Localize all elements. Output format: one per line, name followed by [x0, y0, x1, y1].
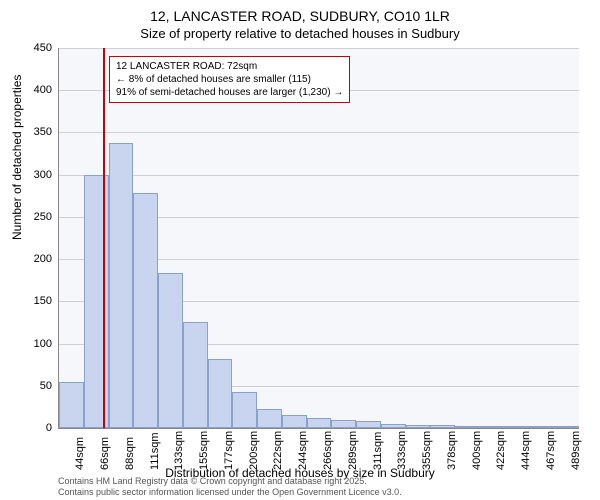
y-tick-label: 250	[34, 211, 52, 223]
x-tick-label: 266sqm	[322, 431, 334, 470]
y-tick-label: 150	[34, 295, 52, 307]
x-tick-label: 489sqm	[570, 431, 582, 470]
x-axis-ticks: 44sqm66sqm88sqm111sqm133sqm155sqm177sqm2…	[58, 430, 578, 470]
x-tick-label: 400sqm	[471, 431, 483, 470]
grid-line	[59, 48, 579, 49]
x-tick-label: 467sqm	[545, 431, 557, 470]
y-tick-label: 0	[46, 422, 52, 434]
x-tick-label: 311sqm	[372, 432, 384, 470]
x-tick-label: 155sqm	[198, 431, 210, 470]
histogram-bar	[183, 322, 208, 428]
annotation-line1: 12 LANCASTER ROAD: 72sqm	[116, 60, 343, 73]
histogram-bar	[307, 418, 332, 428]
chart-subtitle: Size of property relative to detached ho…	[0, 26, 600, 41]
x-tick-label: 378sqm	[446, 431, 458, 470]
y-axis-ticks: 050100150200250300350400450	[0, 48, 56, 428]
histogram-bar	[381, 424, 406, 428]
x-tick-label: 200sqm	[248, 431, 260, 470]
grid-line	[59, 132, 579, 133]
x-tick-label: 111sqm	[149, 432, 161, 470]
x-tick-label: 333sqm	[396, 431, 408, 470]
histogram-bar	[430, 425, 455, 428]
histogram-bar	[554, 426, 579, 428]
x-tick-label: 422sqm	[495, 431, 507, 470]
y-tick-label: 300	[34, 169, 52, 181]
annotation-line3: 91% of semi-detached houses are larger (…	[116, 86, 343, 99]
y-tick-label: 50	[40, 380, 52, 392]
x-tick-label: 177sqm	[223, 431, 235, 470]
x-tick-label: 444sqm	[520, 431, 532, 470]
x-tick-label: 133sqm	[173, 431, 185, 470]
histogram-bar	[505, 426, 530, 428]
histogram-bar	[282, 415, 307, 428]
histogram-bar	[529, 426, 554, 428]
y-tick-label: 100	[34, 338, 52, 350]
grid-line	[59, 175, 579, 176]
histogram-bar	[59, 382, 84, 428]
histogram-bar	[480, 426, 505, 428]
histogram-bar	[257, 409, 282, 428]
plot-area: 12 LANCASTER ROAD: 72sqm ← 8% of detache…	[58, 48, 579, 429]
y-tick-label: 350	[34, 126, 52, 138]
histogram-bar	[455, 426, 480, 428]
reference-line	[103, 48, 105, 428]
histogram-bar	[356, 421, 381, 428]
footnote-line1: Contains HM Land Registry data © Crown c…	[58, 476, 402, 487]
y-tick-label: 200	[34, 253, 52, 265]
histogram-bar	[232, 392, 257, 428]
histogram-bar	[109, 143, 134, 428]
y-tick-label: 400	[34, 84, 52, 96]
histogram-bar	[133, 193, 158, 428]
y-tick-label: 450	[34, 42, 52, 54]
footnote-line2: Contains public sector information licen…	[58, 487, 402, 498]
chart-title: 12, LANCASTER ROAD, SUDBURY, CO10 1LR	[0, 8, 600, 24]
annotation-box: 12 LANCASTER ROAD: 72sqm ← 8% of detache…	[109, 56, 350, 103]
x-tick-label: 244sqm	[297, 431, 309, 470]
histogram-bar	[208, 359, 233, 428]
chart-container: 12, LANCASTER ROAD, SUDBURY, CO10 1LR Si…	[0, 0, 600, 500]
x-tick-label: 289sqm	[347, 431, 359, 470]
footnote: Contains HM Land Registry data © Crown c…	[58, 476, 402, 498]
histogram-bar	[158, 273, 183, 428]
annotation-line2: ← 8% of detached houses are smaller (115…	[116, 73, 343, 86]
histogram-bar	[84, 175, 109, 428]
histogram-bar	[331, 420, 356, 428]
histogram-bar	[406, 425, 431, 428]
x-tick-label: 222sqm	[272, 431, 284, 470]
x-tick-label: 355sqm	[421, 431, 433, 470]
